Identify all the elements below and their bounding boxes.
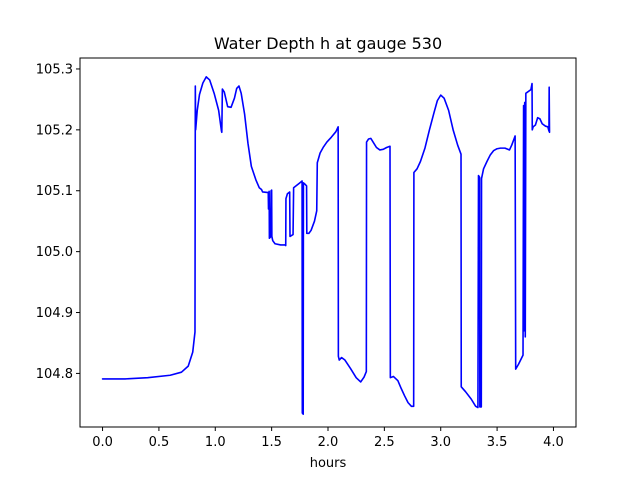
line-chart: 0.0 0.5 1.0 1.5 2.0 2.5 3.0 3.5 4.0 104.8 104.9 10…	[0, 0, 640, 480]
y-tick-label: 104.8	[36, 367, 73, 382]
x-tick-label: 0.0	[92, 435, 113, 450]
chart-title: Water Depth h at gauge 530	[214, 34, 442, 53]
y-tick-label: 104.9	[36, 306, 73, 321]
chart-figure: 0.0 0.5 1.0 1.5 2.0 2.5 3.0 3.5 4.0 104.8 104.9 10…	[0, 0, 640, 480]
x-tick-label: 0.5	[149, 435, 170, 450]
x-tick-label: 1.5	[261, 435, 282, 450]
x-axis-label: hours	[310, 456, 347, 471]
x-tick-label: 3.5	[487, 435, 508, 450]
y-tick-label: 105.3	[36, 62, 73, 77]
y-tick-label: 105.0	[36, 245, 73, 260]
x-tick-label: 2.0	[318, 435, 339, 450]
y-tick-label: 105.2	[36, 123, 73, 138]
y-tick-label: 105.1	[36, 184, 73, 199]
x-tick-label: 2.5	[374, 435, 395, 450]
x-tick-label: 3.0	[430, 435, 451, 450]
x-tick-label: 4.0	[543, 435, 564, 450]
x-tick-label: 1.0	[205, 435, 226, 450]
plot-area	[80, 58, 576, 427]
